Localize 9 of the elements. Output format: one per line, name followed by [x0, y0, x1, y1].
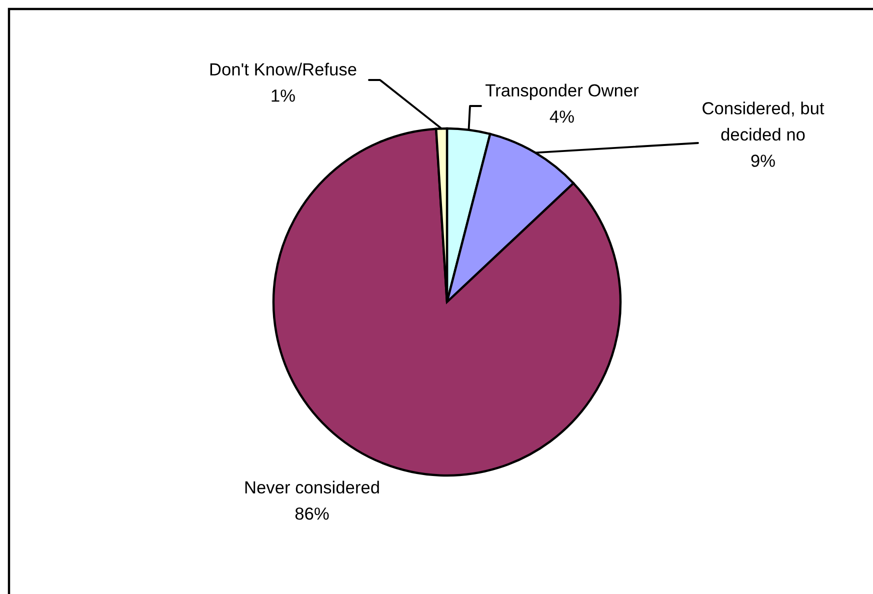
data-label: 1% — [272, 90, 295, 102]
slice-label: Transponder Owner — [486, 84, 639, 100]
data-label: 9% — [751, 154, 775, 167]
data-label: 86% — [295, 507, 329, 520]
slice-label: Considered, but decided no — [702, 102, 824, 141]
pie-slice — [272, 128, 622, 477]
slice-label: Don't Know/Refuse — [210, 62, 356, 76]
data-label: 4% — [550, 110, 574, 123]
slice-label: Never considered — [245, 480, 379, 494]
